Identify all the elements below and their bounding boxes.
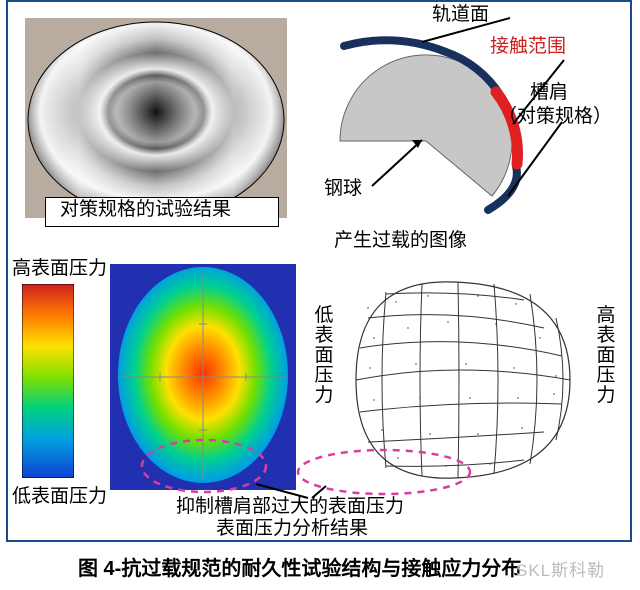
label-overload: 产生过载的图像: [334, 230, 467, 252]
label-low-pressure: 低表面压力: [12, 486, 107, 508]
vlabel-high: 高表面压力: [596, 306, 616, 406]
label-ball: 钢球: [324, 178, 362, 200]
footer-line2: 表面压力分析结果: [216, 518, 368, 540]
watermark: SKL斯科勒: [516, 556, 605, 581]
label-shoulder2: （对策规格）: [498, 106, 612, 128]
bearing-photo: [25, 18, 287, 218]
photo-label: 对策规格的试验结果: [60, 199, 231, 221]
label-high-pressure: 高表面压力: [12, 258, 107, 280]
figure-caption: 图 4-抗过载规范的耐久性试验结构与接触应力分布: [78, 552, 521, 581]
vlabel-low: 低表面压力: [314, 306, 334, 406]
label-shoulder1: 槽肩: [530, 82, 568, 104]
label-raceway: 轨道面: [432, 4, 489, 26]
colorbar: [22, 284, 74, 478]
label-contact: 接触范围: [490, 36, 566, 58]
footer-line1: 抑制槽肩部过大的表面压力: [176, 496, 404, 518]
